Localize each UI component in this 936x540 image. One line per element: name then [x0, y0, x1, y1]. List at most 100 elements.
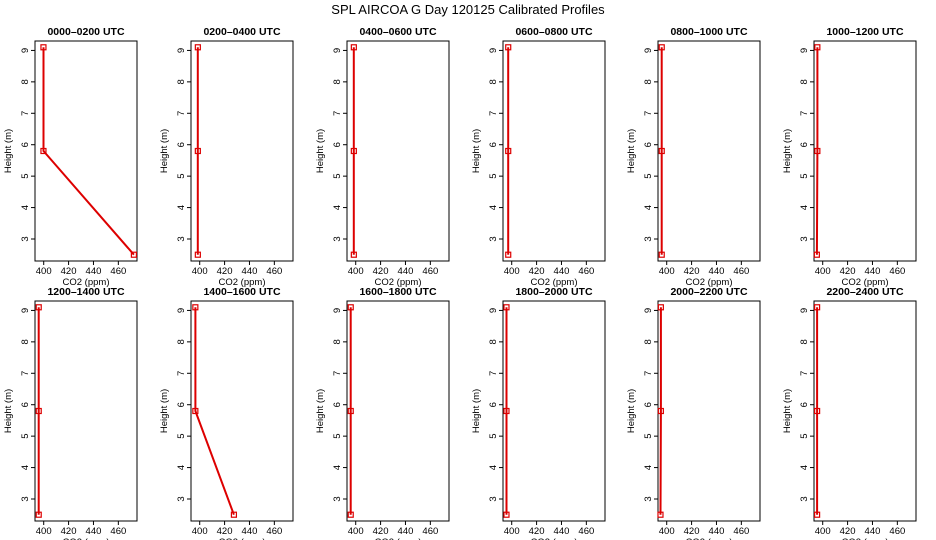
x-tick-label: 440: [554, 526, 570, 537]
data-point-marker: [192, 304, 199, 311]
x-tick-label: 460: [266, 526, 282, 537]
x-axis-label: CO2 (ppm): [686, 277, 733, 288]
data-point-marker: [35, 304, 42, 311]
y-tick-label: 9: [643, 308, 654, 313]
profile-panel: 0000–0200 UTC 400 420 440 460 3 4 5 6 7 8 9 CO2 (ppm…: [3, 26, 138, 288]
y-tick-label: 7: [176, 371, 187, 376]
y-axis-label: Height (m): [159, 129, 170, 173]
data-point-marker: [658, 44, 665, 51]
data-point-marker: [505, 44, 512, 51]
y-tick-label: 4: [799, 465, 810, 470]
data-point-marker: [813, 251, 820, 258]
x-tick-label: 460: [578, 526, 594, 537]
x-tick-label: 400: [504, 526, 520, 537]
profile-panel: 0800–1000 UTC 400 420 440 460 3 4 5 6 7 8 9 CO2 (ppm…: [626, 26, 761, 288]
x-tick-label: 420: [217, 526, 233, 537]
y-tick-label: 4: [332, 465, 343, 470]
plot-frame: [190, 40, 294, 262]
y-tick-label: 4: [488, 465, 499, 470]
x-tick-label: 460: [110, 266, 126, 277]
y-tick-label: 4: [176, 465, 187, 470]
y-tick-label: 3: [799, 496, 810, 501]
x-tick-label: 420: [61, 266, 77, 277]
data-point-marker: [814, 304, 821, 311]
plot-frame: [502, 300, 606, 522]
y-axis-label: Height (m): [159, 389, 170, 433]
y-tick-label: 4: [176, 205, 187, 210]
data-point-marker: [194, 251, 201, 258]
y-tick-label: 4: [332, 205, 343, 210]
y-tick-label: 8: [20, 339, 31, 344]
y-tick-label: 7: [332, 371, 343, 376]
y-tick-label: 9: [20, 48, 31, 53]
y-tick-label: 5: [332, 433, 343, 438]
plot-frame: [190, 300, 294, 522]
y-tick-label: 5: [332, 173, 343, 178]
x-axis-label: CO2 (ppm): [375, 537, 422, 540]
plot-frame: [34, 40, 138, 262]
x-tick-label: 440: [86, 526, 102, 537]
y-tick-label: 7: [488, 111, 499, 116]
y-tick-label: 4: [20, 465, 31, 470]
x-tick-label: 400: [504, 266, 520, 277]
panel-title: 1800–2000 UTC: [515, 286, 592, 298]
x-axis-label: CO2 (ppm): [531, 537, 578, 540]
x-tick-label: 420: [684, 526, 700, 537]
data-point-marker: [658, 147, 665, 155]
y-axis-label: Height (m): [315, 129, 326, 173]
y-tick-label: 7: [643, 371, 654, 376]
y-tick-label: 8: [643, 79, 654, 84]
y-tick-label: 5: [176, 173, 187, 178]
x-tick-label: 440: [865, 526, 881, 537]
y-tick-label: 6: [488, 142, 499, 147]
y-tick-label: 6: [799, 402, 810, 407]
y-tick-label: 3: [488, 496, 499, 501]
data-point-marker: [657, 407, 664, 415]
x-tick-label: 460: [733, 526, 749, 537]
y-tick-label: 8: [332, 339, 343, 344]
y-axis-label: Height (m): [315, 389, 326, 433]
data-point-marker: [505, 147, 512, 155]
plot-frame: [502, 40, 606, 262]
y-axis-label: Height (m): [626, 389, 637, 433]
y-tick-label: 4: [643, 465, 654, 470]
panel-title: 2000–2200 UTC: [670, 286, 747, 298]
x-tick-label: 420: [373, 526, 389, 537]
panel-title: 2200–2400 UTC: [826, 286, 903, 298]
profile-panel: 0600–0800 UTC 400 420 440 460 3 4 5 6 7 8 9 CO2 (ppm…: [471, 26, 606, 288]
y-tick-label: 3: [176, 236, 187, 241]
profile-panel: 1400–1600 UTC 400 420 440 460 3 4 5 6 7 8 9 CO2 (ppm…: [159, 286, 294, 540]
x-axis-label: CO2 (ppm): [375, 277, 422, 288]
y-tick-label: 7: [799, 371, 810, 376]
y-tick-label: 3: [176, 496, 187, 501]
y-tick-label: 6: [176, 142, 187, 147]
plot-frame: [657, 40, 761, 262]
y-tick-label: 7: [488, 371, 499, 376]
y-tick-label: 9: [20, 308, 31, 313]
data-point-marker: [350, 147, 357, 155]
profile-panel: 1800–2000 UTC 400 420 440 460 3 4 5 6 7 8 9 CO2 (ppm…: [471, 286, 606, 540]
y-tick-label: 3: [20, 496, 31, 501]
y-tick-label: 3: [799, 236, 810, 241]
y-tick-label: 5: [20, 433, 31, 438]
x-tick-label: 440: [86, 266, 102, 277]
panel-title: 1600–1800 UTC: [359, 286, 436, 298]
x-tick-label: 420: [61, 526, 77, 537]
y-tick-label: 8: [332, 79, 343, 84]
data-point-marker: [503, 511, 510, 518]
y-tick-label: 3: [332, 496, 343, 501]
data-point-marker: [347, 304, 354, 311]
y-tick-label: 9: [799, 308, 810, 313]
plot-frame: [346, 40, 450, 262]
y-tick-label: 3: [643, 496, 654, 501]
x-tick-label: 420: [840, 266, 856, 277]
y-tick-label: 8: [20, 79, 31, 84]
profile-line: [815, 47, 819, 255]
x-tick-label: 460: [733, 266, 749, 277]
data-point-marker: [35, 407, 42, 415]
y-tick-label: 5: [643, 433, 654, 438]
x-tick-label: 420: [529, 266, 545, 277]
y-axis-label: Height (m): [782, 389, 793, 433]
data-point-marker: [350, 44, 357, 51]
